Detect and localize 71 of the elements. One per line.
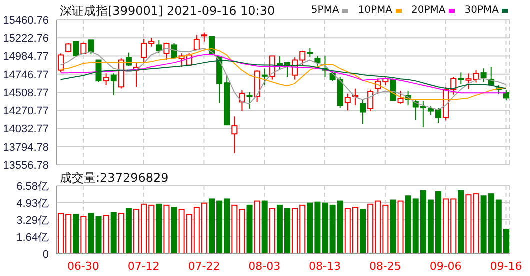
chart-title: 深证成指[399001] 2021-09-16 10:30 [60, 3, 276, 20]
x-tick-label: 09-16 [490, 260, 522, 273]
candlestick [480, 68, 487, 83]
bar [398, 200, 404, 254]
legend-label: 20PMA [412, 5, 446, 16]
candlestick [344, 93, 351, 112]
candlestick [110, 73, 117, 96]
candlestick [473, 70, 480, 84]
candlestick [398, 90, 404, 104]
y-tick-label: 13556.78 [3, 160, 49, 172]
bar [246, 204, 253, 254]
candlestick [360, 99, 366, 125]
bar [171, 206, 178, 254]
legend-label: 5PMA [311, 5, 340, 16]
y-tick-label: 3.29亿 [16, 214, 49, 227]
bar [96, 216, 102, 254]
bar [126, 208, 132, 254]
y-tick-label: 0 [42, 248, 49, 261]
candlestick [458, 72, 464, 85]
candlestick [73, 41, 80, 56]
y-tick-label: 14984.77 [3, 51, 49, 64]
candlestick [246, 92, 253, 110]
y-tick-label: 14508.77 [3, 87, 49, 100]
bar [103, 215, 110, 254]
chart-title: 成交量:237296829 [60, 170, 169, 187]
candlestick [368, 89, 374, 112]
candlestick [232, 116, 238, 154]
bar [360, 209, 366, 254]
x-tick-label: 08-03 [248, 260, 281, 273]
legend-label: 30PMA [464, 5, 499, 16]
bar [164, 204, 170, 254]
bar [262, 200, 268, 254]
y-tick-label: 14270.77 [3, 106, 49, 118]
y-tick-label: 15460.76 [3, 14, 49, 27]
candlestick [194, 34, 200, 51]
bar [466, 194, 472, 254]
bar [73, 214, 80, 254]
candlestick [156, 40, 162, 54]
candlestick [88, 40, 94, 56]
y-tick-label: 6.58亿 [16, 180, 49, 193]
candlestick [503, 90, 510, 102]
y-tick-label: 14746.77 [3, 69, 49, 82]
bar [269, 208, 276, 254]
y-tick-label: 13794.78 [3, 142, 49, 154]
candlestick [201, 32, 208, 42]
bar [118, 213, 124, 254]
bar [88, 213, 94, 254]
y-tick-label: 14032.77 [3, 124, 49, 136]
y-tick-label: 4.93亿 [16, 198, 49, 210]
candlestick [466, 73, 472, 90]
bar [458, 190, 464, 254]
x-tick-label: 07-12 [128, 260, 160, 273]
x-tick-label: 08-25 [369, 260, 402, 273]
candlestick [171, 43, 178, 58]
x-tick-label: 09-06 [430, 260, 462, 273]
x-tick-label: 06-30 [67, 260, 100, 273]
legend-label: 10PMA [358, 5, 393, 16]
bar [473, 194, 480, 254]
bar [156, 204, 162, 254]
candlestick [262, 68, 268, 86]
x-tick-label: 08-13 [309, 260, 342, 273]
y-tick-label: 1.64亿 [16, 232, 49, 244]
bar [110, 212, 117, 254]
bar [254, 200, 260, 254]
candlestick [126, 52, 132, 66]
x-tick-label: 07-22 [188, 260, 220, 273]
candlestick [314, 55, 321, 68]
bar [80, 216, 87, 254]
bar [390, 200, 396, 254]
candlestick [103, 73, 110, 86]
y-tick-label: 15222.76 [3, 33, 49, 46]
